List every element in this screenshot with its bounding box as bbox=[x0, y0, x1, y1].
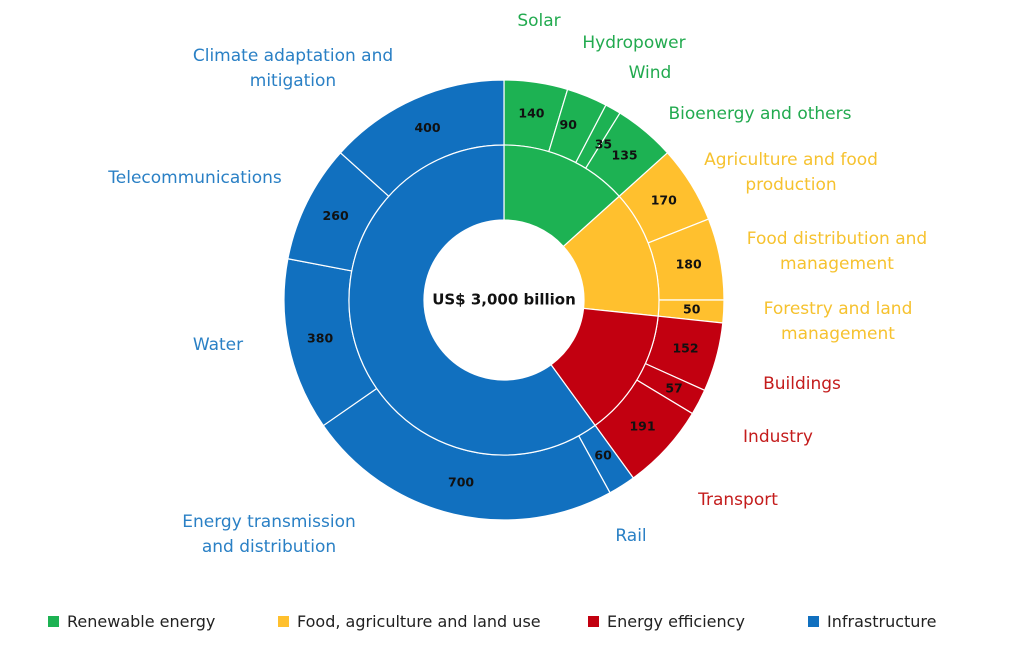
category-label-line: Climate adaptation and bbox=[193, 46, 393, 66]
category-label-climate-adaptation-and-mitigation: Climate adaptation and mitigation bbox=[193, 46, 393, 91]
category-label-line: production bbox=[745, 175, 836, 195]
legend: Renewable energy Food, agriculture and la… bbox=[48, 608, 988, 634]
category-label-line: Rail bbox=[615, 526, 646, 546]
value-label-climate-adaptation-and-mitigation: 400 bbox=[414, 120, 440, 135]
value-label-telecommunications: 260 bbox=[323, 208, 349, 223]
category-label-line: Energy transmission bbox=[182, 512, 356, 532]
inner-slice-infrastructure bbox=[348, 144, 596, 456]
legend-item-food-agriculture-and-land-use: Food, agriculture and land use bbox=[278, 612, 588, 631]
category-label-line: and distribution bbox=[202, 537, 336, 557]
category-label-hydropower: Hydropower bbox=[582, 33, 685, 53]
value-label-industry: 57 bbox=[665, 381, 682, 396]
category-label-line: Wind bbox=[629, 63, 672, 83]
category-label-rail: Rail bbox=[615, 526, 646, 546]
category-label-line: Transport bbox=[697, 490, 778, 510]
value-label-hydropower: 90 bbox=[560, 117, 578, 132]
category-label-wind: Wind bbox=[629, 63, 672, 83]
category-label-line: Solar bbox=[517, 11, 560, 31]
value-label-agriculture-and-food-production: 170 bbox=[651, 192, 677, 207]
category-label-line: Bioenergy and others bbox=[669, 104, 852, 124]
outer-ring bbox=[283, 79, 725, 521]
value-label-forestry-and-land-management: 50 bbox=[683, 301, 701, 316]
category-label-buildings: Buildings bbox=[763, 374, 841, 394]
value-label-wind: 35 bbox=[595, 137, 612, 152]
category-label-energy-transmission-and-distribution: Energy transmission and distribution bbox=[182, 512, 356, 557]
category-label-line: management bbox=[781, 324, 895, 344]
category-label-line: Buildings bbox=[763, 374, 841, 394]
legend-item-infrastructure: Infrastructure bbox=[808, 612, 936, 631]
value-label-water: 380 bbox=[307, 331, 333, 346]
center-label: US$ 3,000 billion bbox=[432, 291, 576, 309]
legend-label: Energy efficiency bbox=[607, 611, 745, 631]
category-label-line: Water bbox=[193, 335, 243, 355]
legend-swatch bbox=[48, 615, 59, 627]
category-label-line: Industry bbox=[743, 427, 813, 447]
category-label-line: mitigation bbox=[250, 71, 336, 91]
legend-label: Renewable energy bbox=[67, 611, 216, 631]
category-label-agriculture-and-food-production: Agriculture and food production bbox=[704, 150, 878, 195]
outer-labels: Solar Hydropower Wind Bioenergy and others A… bbox=[107, 11, 927, 557]
value-label-rail: 60 bbox=[594, 448, 612, 463]
category-label-line: Agriculture and food bbox=[704, 150, 878, 170]
category-label-line: management bbox=[780, 254, 894, 274]
legend-item-renewable-energy: Renewable energy bbox=[48, 612, 278, 631]
category-label-forestry-and-land-management: Forestry and land management bbox=[764, 299, 913, 344]
category-label-line: Hydropower bbox=[582, 33, 685, 53]
value-label-buildings: 152 bbox=[672, 341, 698, 356]
category-label-bioenergy-and-others: Bioenergy and others bbox=[669, 104, 852, 124]
category-label-solar: Solar bbox=[517, 11, 560, 31]
category-label-food-distribution-and-management: Food distribution and management bbox=[747, 229, 927, 274]
inner-ring bbox=[348, 144, 660, 456]
value-label-transport: 191 bbox=[629, 419, 655, 434]
legend-item-energy-efficiency: Energy efficiency bbox=[588, 612, 808, 631]
value-label-bioenergy-and-others: 135 bbox=[612, 147, 638, 162]
category-label-line: Food distribution and bbox=[747, 229, 927, 249]
category-label-water: Water bbox=[193, 335, 243, 355]
category-label-telecommunications: Telecommunications bbox=[107, 168, 282, 188]
value-label-energy-transmission-and-distribution: 700 bbox=[448, 475, 474, 490]
legend-swatch bbox=[278, 615, 289, 627]
legend-swatch bbox=[588, 615, 599, 627]
legend-swatch bbox=[808, 615, 819, 627]
category-label-line: Telecommunications bbox=[107, 168, 282, 188]
category-label-line: Forestry and land bbox=[764, 299, 913, 319]
value-label-food-distribution-and-management: 180 bbox=[676, 256, 702, 271]
legend-label: Food, agriculture and land use bbox=[297, 611, 541, 631]
category-label-industry: Industry bbox=[743, 427, 813, 447]
category-label-transport: Transport bbox=[697, 490, 778, 510]
legend-label: Infrastructure bbox=[827, 611, 937, 631]
value-label-solar: 140 bbox=[518, 106, 544, 121]
